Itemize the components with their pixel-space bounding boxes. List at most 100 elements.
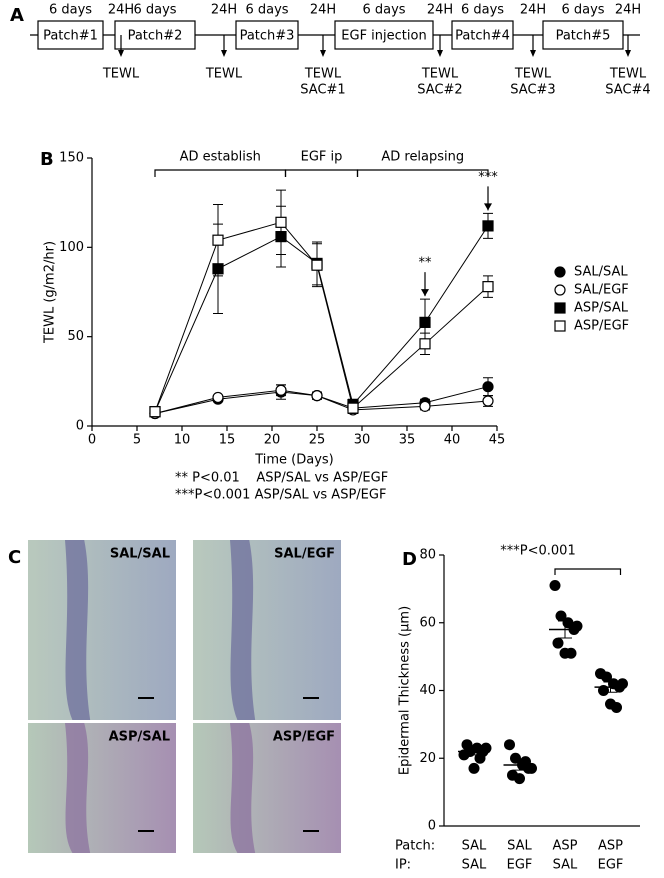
data-point: [461, 739, 473, 751]
x-tick-label: ASP: [598, 839, 623, 854]
sem-bar: [512, 759, 527, 771]
period-bracket: [284, 169, 359, 177]
data-point: [482, 381, 494, 393]
x-tick-label: 45: [489, 433, 506, 448]
data-point: [419, 316, 431, 328]
legend-label: ASP/SAL: [574, 301, 629, 316]
y-axis-label: Epidermal Thickness (µm): [398, 606, 413, 775]
legend-label: ASP/EGF: [574, 319, 629, 334]
histology-image: [28, 540, 176, 720]
arrow-head: [118, 50, 124, 57]
gap-label: 24H: [108, 3, 134, 18]
legend-marker: [554, 266, 566, 278]
x-tick-label: SAL: [462, 839, 487, 854]
stage-box: [451, 20, 514, 50]
y-tick-label: 150: [59, 151, 84, 166]
period-label: EGF ip: [301, 150, 343, 165]
x-axis-label: Time (Days): [254, 453, 334, 468]
stage-label: Patch#2: [128, 29, 183, 44]
data-point: [514, 773, 525, 785]
x-tick-label: 10: [174, 433, 191, 448]
sem-bar: [558, 620, 572, 639]
stage-duration: 6 days: [362, 3, 405, 18]
measurement-label: TEWL: [304, 67, 342, 82]
data-point: [212, 234, 224, 246]
y-tick-label: 40: [419, 683, 436, 698]
epidermis: [230, 540, 256, 720]
sig-label: ***: [478, 170, 498, 185]
comparison-bracket: [554, 568, 622, 575]
image-label: ASP/SAL: [109, 730, 170, 745]
stage-box: [37, 20, 104, 50]
x-tick-label: EGF: [507, 858, 533, 873]
y-tick-label: 50: [67, 329, 84, 344]
legend-marker: [554, 320, 566, 332]
x-tick-label: 40: [444, 433, 461, 448]
comparison-label: ***P<0.001: [500, 544, 575, 559]
y-tick-label: 0: [428, 819, 436, 834]
stage-box: [235, 20, 299, 50]
series-line: [154, 386, 489, 414]
sem-bar: [467, 747, 481, 756]
stage-box: [114, 20, 196, 50]
data-point: [275, 384, 287, 396]
histology-image: [193, 540, 341, 720]
y-tick-label: 20: [419, 751, 436, 766]
stage-label: Patch#5: [556, 29, 611, 44]
data-point: [611, 701, 622, 713]
data-point: [482, 395, 494, 407]
data-point: [212, 391, 224, 404]
x-tick-label: 5: [133, 433, 141, 448]
image-label: SAL/EGF: [274, 547, 335, 562]
series-line: [154, 221, 489, 412]
data-point: [482, 220, 494, 232]
legend-marker: [554, 302, 566, 314]
x-tick-label: 35: [399, 433, 416, 448]
data-point: [149, 406, 161, 418]
data-point: [468, 762, 480, 774]
measurement-label: TEWL: [205, 67, 243, 82]
data-point: [275, 216, 287, 228]
data-point: [549, 579, 561, 591]
image-label: ASP/EGF: [273, 730, 335, 745]
measurement-label: SAC#1: [300, 83, 345, 98]
stage-duration: 6 days: [245, 3, 288, 18]
panel-label: D: [402, 549, 417, 570]
x-tick-label: SAL: [462, 858, 487, 873]
sig-arrow-head: [484, 203, 492, 211]
arrow-head: [625, 50, 631, 57]
data-point: [555, 610, 567, 622]
data-point: [419, 338, 431, 350]
x-tick-label: SAL: [507, 839, 532, 854]
data-point: [510, 752, 521, 764]
data-point: [552, 637, 564, 649]
stage-label: Patch#1: [43, 29, 98, 44]
y-axis-label: TEWL (g/m2/hr): [43, 241, 58, 344]
footnote: ** P<0.01 ASP/SAL vs ASP/EGF: [175, 471, 388, 486]
stage-duration: 6 days: [49, 3, 92, 18]
stage-label: Patch#4: [455, 29, 510, 44]
y-tick-label: 80: [419, 548, 436, 563]
x-tick-label: EGF: [598, 858, 624, 873]
data-point: [311, 259, 323, 271]
sig-arrow-head: [421, 289, 429, 297]
data-point: [601, 671, 612, 683]
x-tick-label: 20: [264, 433, 281, 448]
period-label: AD relapsing: [381, 150, 464, 165]
data-point: [565, 647, 577, 659]
x-tick-label: 0: [88, 433, 96, 448]
x-tick-label: SAL: [553, 858, 578, 873]
arrow-head: [530, 50, 536, 57]
period-bracket: [356, 169, 489, 177]
series-line: [154, 225, 489, 412]
measurement-label: TEWL: [514, 67, 552, 82]
legend-label: SAL/EGF: [574, 283, 629, 298]
footnote: ***P<0.001 ASP/SAL vs ASP/EGF: [175, 488, 386, 503]
sem-bar: [603, 681, 618, 693]
measurement-label: SAC#2: [417, 83, 462, 98]
gap-label: 24H: [615, 3, 641, 18]
stage-duration: 6 days: [133, 3, 176, 18]
gap-label: 24H: [520, 3, 546, 18]
epidermis: [65, 540, 91, 720]
